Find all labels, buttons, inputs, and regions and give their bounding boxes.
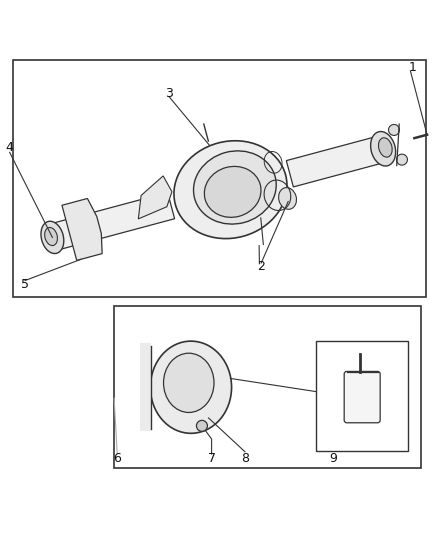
Polygon shape bbox=[286, 134, 390, 187]
Ellipse shape bbox=[150, 341, 231, 433]
Text: 7: 7 bbox=[207, 452, 215, 465]
Ellipse shape bbox=[378, 138, 391, 157]
FancyBboxPatch shape bbox=[343, 372, 379, 423]
Ellipse shape bbox=[196, 421, 207, 431]
Ellipse shape bbox=[370, 132, 395, 166]
Text: 1: 1 bbox=[408, 61, 416, 74]
Ellipse shape bbox=[193, 151, 276, 224]
Polygon shape bbox=[62, 198, 102, 261]
Ellipse shape bbox=[204, 166, 261, 217]
Ellipse shape bbox=[173, 141, 286, 239]
Polygon shape bbox=[45, 192, 174, 252]
Text: 6: 6 bbox=[113, 452, 121, 465]
Polygon shape bbox=[138, 176, 172, 219]
Text: 9: 9 bbox=[329, 452, 337, 465]
Text: 2: 2 bbox=[257, 260, 265, 273]
Ellipse shape bbox=[396, 154, 406, 165]
Text: 5: 5 bbox=[21, 278, 29, 291]
Ellipse shape bbox=[41, 221, 64, 254]
Ellipse shape bbox=[45, 228, 57, 246]
Ellipse shape bbox=[278, 188, 296, 209]
Ellipse shape bbox=[388, 125, 399, 135]
Ellipse shape bbox=[163, 353, 214, 413]
Polygon shape bbox=[140, 343, 150, 431]
Text: 8: 8 bbox=[240, 452, 248, 465]
Text: 4: 4 bbox=[6, 141, 14, 155]
Text: 3: 3 bbox=[165, 86, 173, 100]
